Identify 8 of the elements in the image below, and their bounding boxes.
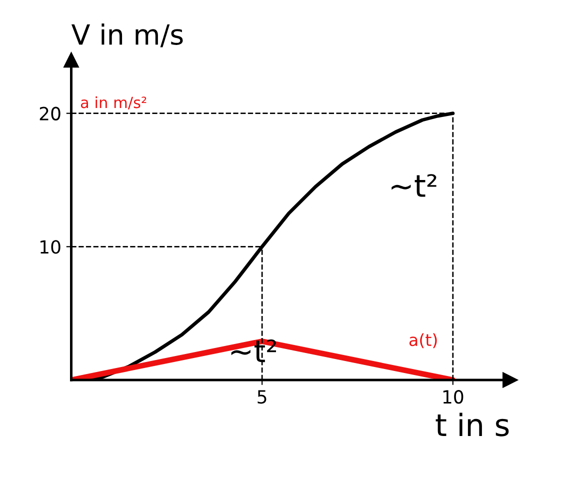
y-axis-title: V in m/s xyxy=(71,24,183,48)
y2-axis-title: a in m/s² xyxy=(80,96,146,110)
x-axis-title: t in s xyxy=(436,412,509,436)
annotation: ~t² xyxy=(231,339,276,362)
series-label: a(t) xyxy=(409,333,437,348)
x-tick-label: 5 xyxy=(258,390,266,404)
y-tick-label: 20 xyxy=(40,106,60,120)
annotation: ~t² xyxy=(392,174,436,197)
